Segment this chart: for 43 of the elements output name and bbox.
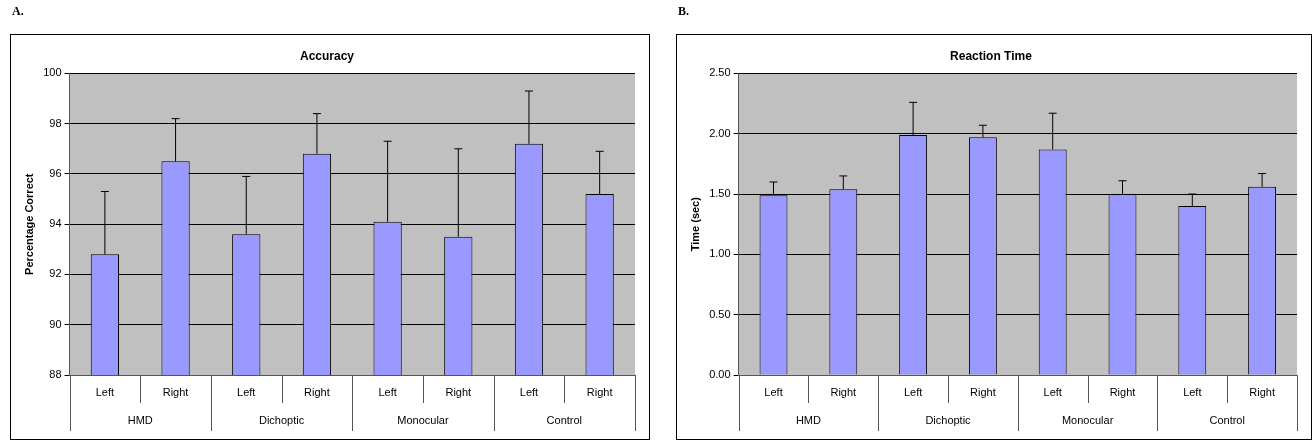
y-tick-label: 94 — [49, 217, 62, 230]
y-tick-label: 1.00 — [709, 247, 731, 260]
text: Control — [1209, 414, 1245, 427]
text: Control — [546, 414, 583, 427]
x-tick-label: Right — [1249, 386, 1275, 399]
y-tick-label: 0.50 — [709, 307, 731, 320]
x-tick-label: Left — [95, 386, 115, 399]
y-tick-label: 100 — [43, 66, 62, 79]
x-tick-label: Right — [445, 386, 472, 399]
text: A. — [12, 4, 24, 19]
x-tick-label: Left — [764, 386, 783, 399]
y-tick-label: 0.00 — [709, 368, 731, 381]
x-tick-label: Left — [378, 386, 397, 399]
y-tick-label: 92 — [49, 267, 62, 280]
y-axis-title: Percentage Correct — [22, 173, 35, 275]
x-tick-label: Right — [304, 386, 330, 399]
x-tick-label: Right — [586, 386, 613, 399]
text: HMD — [795, 414, 821, 427]
y-tick-label: 90 — [49, 317, 62, 330]
chart-title: Reaction Time — [950, 48, 1033, 63]
x-tick-label: Left — [1043, 386, 1062, 399]
text: Dichoptic — [258, 414, 305, 427]
x-tick-label: Right — [1109, 386, 1136, 399]
x-tick-label: Left — [519, 386, 539, 399]
x-tick-label: Left — [1183, 386, 1202, 399]
y-tick-label: 88 — [49, 368, 62, 381]
y-axis-title: Time (sec) — [688, 196, 701, 252]
y-tick-label: 1.50 — [709, 187, 731, 200]
text: Dichoptic — [925, 414, 972, 427]
text: Monocular — [1061, 414, 1114, 427]
x-tick-label: Right — [970, 386, 996, 399]
text: Monocular — [397, 414, 449, 427]
text: HMD — [127, 414, 153, 427]
y-tick-label: 2.50 — [709, 66, 731, 79]
x-tick-label: Right — [830, 386, 857, 399]
chart-title: Accuracy — [299, 48, 355, 63]
text: B. — [678, 4, 690, 19]
y-tick-label: 96 — [49, 166, 62, 179]
y-tick-label: 98 — [49, 116, 62, 129]
y-tick-label: 2.00 — [709, 126, 731, 139]
x-tick-label: Left — [903, 386, 923, 399]
x-tick-label: Right — [162, 386, 189, 399]
x-tick-label: Left — [237, 386, 256, 399]
